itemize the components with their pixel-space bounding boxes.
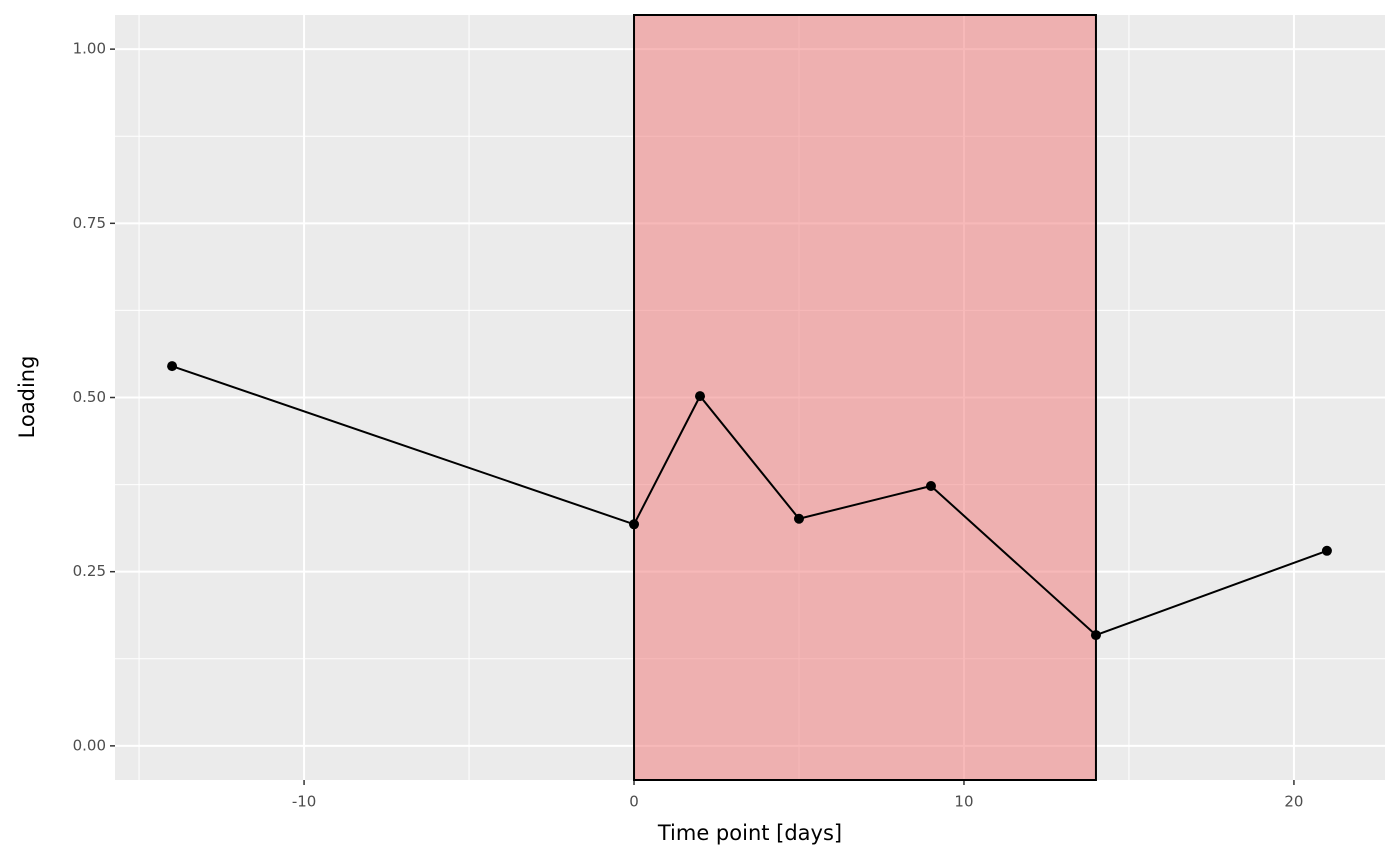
data-point bbox=[695, 391, 706, 402]
x-tick-label: 20 bbox=[1284, 793, 1303, 811]
x-tick-label: 10 bbox=[954, 793, 973, 811]
y-tick-label: 0.00 bbox=[73, 736, 106, 754]
y-tick-label: 0.75 bbox=[73, 214, 106, 232]
data-point bbox=[793, 513, 804, 524]
x-tick-label: 0 bbox=[629, 793, 639, 811]
highlight-region bbox=[633, 14, 1097, 781]
y-tick-label: 0.50 bbox=[73, 388, 106, 406]
x-axis-title: Time point [days] bbox=[657, 821, 842, 845]
y-tick-label: 0.25 bbox=[73, 562, 106, 580]
y-axis-title: Loading bbox=[15, 356, 39, 439]
y-tick-label: 1.00 bbox=[73, 40, 106, 58]
data-point bbox=[1321, 545, 1332, 556]
data-point bbox=[925, 480, 936, 491]
x-tick-label: -10 bbox=[292, 793, 317, 811]
data-point bbox=[1090, 630, 1101, 641]
data-point bbox=[629, 519, 640, 530]
data-point bbox=[167, 361, 178, 372]
